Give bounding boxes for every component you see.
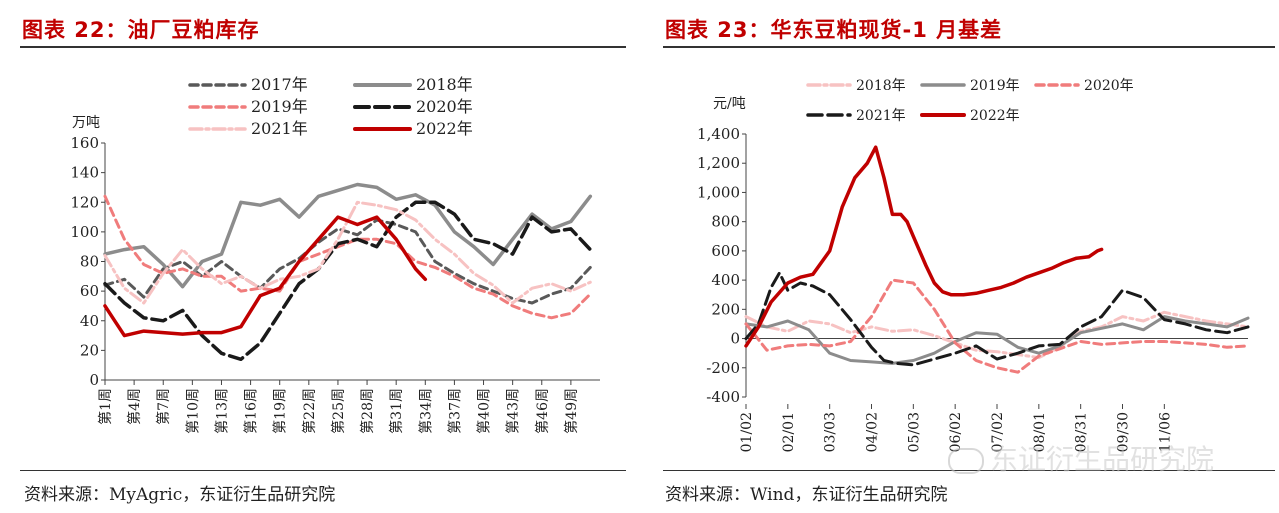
x-tick-label: 第7周 bbox=[155, 388, 172, 425]
x-tick-label: 第37周 bbox=[446, 388, 463, 434]
legend-label: 2020年 bbox=[416, 97, 473, 116]
series-line-2022年 bbox=[744, 145, 1104, 348]
series-line-2018年 bbox=[103, 182, 593, 289]
title-rule bbox=[20, 46, 626, 48]
x-tick-label: 11/06 bbox=[1157, 412, 1173, 452]
y-tick-label: 0 bbox=[730, 330, 740, 348]
y-tick-label: 100 bbox=[70, 223, 99, 241]
x-tick-label: 08/01 bbox=[1032, 412, 1048, 452]
x-tick-label: 第16周 bbox=[243, 388, 260, 434]
series-line-2021年 bbox=[103, 200, 592, 305]
y-tick-label: 120 bbox=[70, 193, 99, 211]
x-tick-label: 第46周 bbox=[534, 388, 551, 434]
y-tick-label: 20 bbox=[80, 341, 99, 359]
x-tick-label: 第34周 bbox=[417, 388, 434, 434]
source-rule bbox=[663, 470, 1275, 471]
x-tick-label: 第28周 bbox=[359, 388, 376, 434]
series-line-2020年 bbox=[744, 278, 1250, 374]
y-tick-label: 600 bbox=[711, 242, 740, 260]
legend-label: 2022年 bbox=[970, 108, 1020, 124]
panel-oil-mill-meal-stocks: 图表 22：油厂豆粕库存 0 20 40 60 80 100 120 140 160 万吨 第1周第… bbox=[0, 0, 630, 513]
legend-label: 2022年 bbox=[416, 119, 473, 138]
legend-label: 2021年 bbox=[251, 119, 308, 138]
legend-label: 2021年 bbox=[856, 108, 906, 124]
title-rule bbox=[663, 46, 1275, 48]
x-tick-label: 09/30 bbox=[1116, 412, 1132, 452]
x-tick-label: 06/02 bbox=[948, 412, 964, 452]
y-tick-label: 40 bbox=[80, 312, 99, 330]
y-tick-label: 160 bbox=[70, 134, 99, 152]
x-tick-label: 第4周 bbox=[126, 388, 143, 425]
y-tick-label: 60 bbox=[80, 282, 99, 300]
y-tick-label: -200 bbox=[706, 359, 740, 377]
y-tick-label: 1,000 bbox=[697, 183, 740, 201]
y-axis-label: 万吨 bbox=[72, 115, 100, 131]
series-line-2020年 bbox=[103, 200, 593, 362]
x-tick-label: 第13周 bbox=[213, 388, 230, 434]
series-line-2021年 bbox=[744, 271, 1250, 367]
x-tick-label: 第10周 bbox=[184, 388, 201, 434]
x-tick-label: 08/31 bbox=[1074, 412, 1090, 452]
x-tick-label: 01/02 bbox=[739, 412, 755, 452]
series-line-2022年 bbox=[103, 215, 428, 338]
x-tick-label: 第19周 bbox=[272, 388, 289, 434]
y-tick-label: 140 bbox=[70, 164, 99, 182]
x-tick-label: 第43周 bbox=[505, 388, 522, 434]
y-tick-label: 0 bbox=[89, 371, 99, 389]
x-tick-label: 第49周 bbox=[563, 388, 580, 434]
x-tick-label: 第40周 bbox=[476, 388, 493, 434]
panel-title: 图表 23：华东豆粕现货-1 月基差 bbox=[665, 18, 1003, 42]
chart-east-china-meal-basis: -400 -200 0 200 400 600 800 1,000 1,200 1,400 元/吨 0… bbox=[697, 78, 1250, 452]
panel-east-china-meal-basis: 图表 23：华东豆粕现货-1 月基差 -400 -200 0 200 400 600 800… bbox=[660, 0, 1279, 513]
x-tick-label: 03/03 bbox=[823, 412, 839, 452]
legend-label: 2018年 bbox=[856, 78, 906, 94]
y-tick-label: 800 bbox=[711, 213, 740, 231]
legend-label: 2019年 bbox=[251, 97, 308, 116]
series-line-2018年 bbox=[744, 310, 1250, 360]
x-tick-label: 05/03 bbox=[906, 412, 922, 452]
y-tick-label: -400 bbox=[706, 388, 740, 406]
y-tick-label: 1,400 bbox=[697, 125, 740, 143]
legend-label: 2018年 bbox=[416, 75, 473, 94]
y-tick-label: 200 bbox=[711, 300, 740, 318]
source-note: 资料来源：Wind，东证衍生品研究院 bbox=[665, 485, 948, 505]
y-tick-label: 400 bbox=[711, 271, 740, 289]
x-tick-label: 第25周 bbox=[330, 388, 347, 434]
legend-label: 2020年 bbox=[1084, 78, 1134, 94]
x-tick-label: 第22周 bbox=[301, 388, 318, 434]
y-tick-label: 80 bbox=[80, 253, 99, 271]
legend-label: 2017年 bbox=[251, 75, 308, 94]
y-axis-label: 元/吨 bbox=[713, 96, 746, 112]
x-tick-label: 07/02 bbox=[990, 412, 1006, 452]
source-rule bbox=[20, 470, 626, 471]
watermark: 东证衍生品研究院 bbox=[990, 443, 1215, 476]
series-line-2019年 bbox=[744, 315, 1250, 365]
x-tick-label: 04/02 bbox=[865, 412, 881, 452]
wechat-icon bbox=[948, 448, 984, 474]
legend-label: 2019年 bbox=[970, 78, 1020, 94]
series-line-2017年 bbox=[103, 218, 592, 305]
x-tick-label: 02/01 bbox=[781, 412, 797, 452]
x-tick-label: 第1周 bbox=[97, 388, 114, 425]
x-tick-label: 第31周 bbox=[388, 388, 405, 434]
panel-title: 图表 22：油厂豆粕库存 bbox=[22, 18, 260, 42]
source-note: 资料来源：MyAgric，东证衍生品研究院 bbox=[24, 485, 336, 505]
y-tick-label: 1,200 bbox=[697, 154, 740, 172]
